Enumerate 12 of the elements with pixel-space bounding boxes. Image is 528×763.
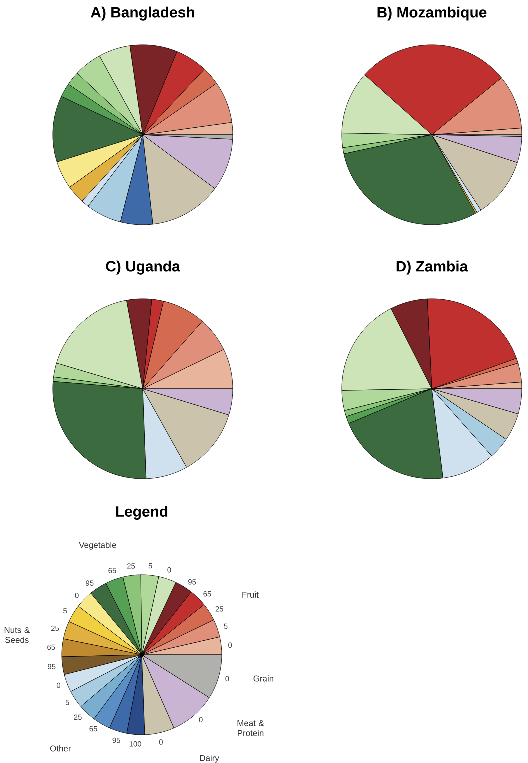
text: Dairy: [200, 755, 220, 763]
text: Nuts & Seeds: [4, 627, 30, 644]
chart-title: Legend: [116, 506, 168, 520]
text: Meat & Protein: [238, 720, 264, 736]
chart-title: B) Mozambique: [378, 6, 487, 21]
chart-title: A) Bangladesh: [91, 6, 194, 21]
text: Grain: [254, 676, 274, 682]
text: Fruit: [242, 592, 259, 598]
text: Vegetable: [79, 542, 116, 550]
text: Other: [50, 745, 72, 752]
chart-title: D) Zambia: [396, 260, 468, 275]
chart-title: C) Uganda: [106, 260, 180, 275]
